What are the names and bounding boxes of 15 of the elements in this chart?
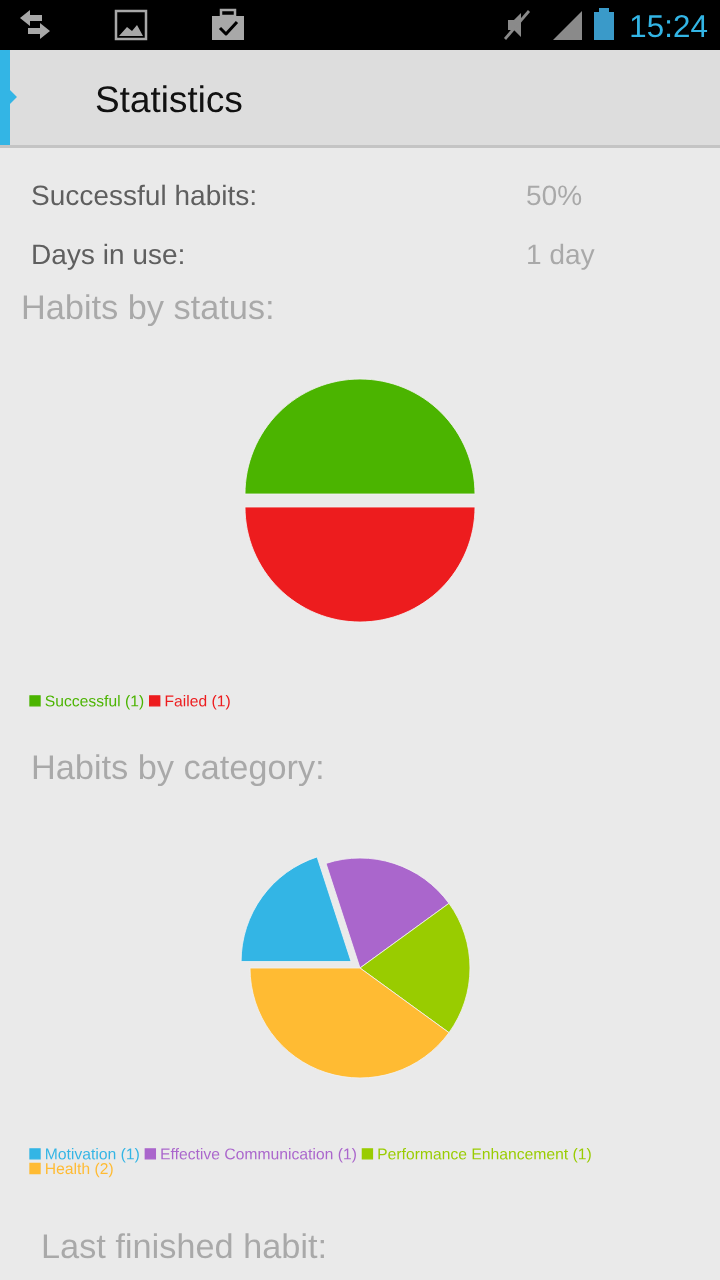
legend-label: Successful (1)	[45, 695, 144, 710]
text: Days in use:	[33, 243, 183, 270]
legend-label: Motivation (1)	[46, 1148, 139, 1163]
text: 1 day	[528, 243, 595, 270]
text: Successful habits:	[32, 184, 255, 206]
legend-label: Health (2)	[46, 1162, 113, 1178]
chart-title: Habits by status:	[23, 294, 272, 327]
chart-title: Habits by category:	[33, 754, 322, 787]
legend-label: Performance Enhancement (1)	[378, 1148, 591, 1163]
text: 15:24	[631, 14, 708, 38]
legend-label: Effective Communication (1)	[161, 1148, 356, 1163]
legend-label: Failed (1)	[165, 695, 230, 710]
text: 50%	[527, 185, 582, 206]
text: Statistics	[96, 85, 242, 113]
text: Last finished habit:	[43, 1233, 324, 1259]
